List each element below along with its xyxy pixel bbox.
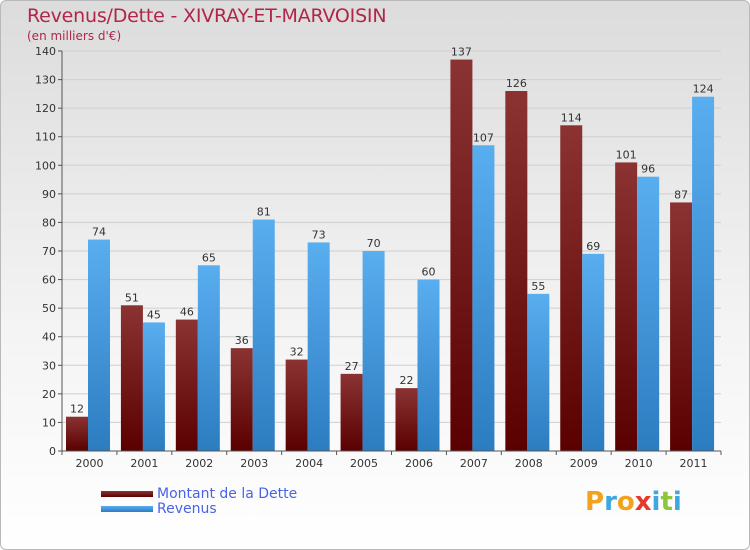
data-label-dette: 36 [235,334,249,347]
x-tick-label: 2009 [570,457,598,470]
data-label-dette: 32 [290,346,304,359]
bar-dette [560,125,583,452]
data-label-dette: 22 [400,374,414,387]
logo-letter: t [660,487,673,517]
y-tick-label: 60 [42,274,56,287]
data-label-revenus: 45 [147,308,161,321]
y-tick-label: 0 [49,445,56,458]
bar-dette [285,359,308,451]
data-label-revenus: 73 [312,228,326,241]
bar-revenus [582,253,605,451]
logo-letter: P [585,487,605,517]
logo-letter: x [634,487,652,517]
proxiti-logo: Proxiti [585,487,682,517]
data-label-revenus: 55 [531,280,545,293]
logo-letter: i [672,487,682,517]
logo-letter: r [604,487,617,517]
x-tick-label: 2008 [515,457,543,470]
data-label-revenus: 107 [473,131,494,144]
bar-revenus [637,176,660,451]
x-tick-label: 2005 [350,457,378,470]
data-label-revenus: 60 [422,266,436,279]
bar-revenus [417,279,440,451]
y-tick-label: 50 [42,302,56,315]
bar-revenus [197,265,220,451]
bar-dette [66,416,88,451]
data-label-dette: 46 [180,306,194,319]
data-label-dette: 114 [561,111,582,124]
y-tick-label: 10 [42,416,56,429]
legend-label-dette: Montant de la Dette [157,486,298,502]
bar-dette [670,202,693,451]
y-tick-label: 140 [35,45,56,58]
data-label-revenus: 81 [257,206,271,219]
y-tick-label: 80 [42,216,56,229]
data-label-dette: 51 [125,291,139,304]
y-tick-label: 30 [42,359,56,372]
bar-revenus [252,219,275,451]
data-label-dette: 137 [451,46,472,59]
y-tick-label: 70 [42,245,56,258]
x-tick-label: 2007 [460,457,488,470]
bar-dette [175,319,198,451]
data-label-revenus: 74 [92,226,106,239]
bar-revenus [142,322,165,451]
legend-swatch-dette [101,491,153,497]
y-tick-label: 20 [42,388,56,401]
x-tick-label: 2002 [185,457,213,470]
chart-title: Revenus/Dette - XIVRAY-ET-MARVOISIN [27,5,387,27]
data-label-revenus: 65 [202,251,216,264]
chart-subtitle: (en milliers d'€) [27,29,122,43]
y-tick-label: 40 [42,331,56,344]
y-tick-label: 130 [35,74,56,87]
logo-letter: o [616,487,635,517]
bar-revenus [307,242,330,451]
y-tick-label: 120 [35,102,56,115]
x-tick-label: 2011 [680,457,708,470]
y-tick-label: 90 [42,188,56,201]
legend-label-revenus: Revenus [157,501,217,517]
data-label-dette: 87 [674,188,688,201]
bar-dette [450,59,473,451]
data-label-dette: 27 [345,360,359,373]
data-label-dette: 101 [616,148,637,161]
bar-dette [395,388,418,451]
data-label-revenus: 69 [586,240,600,253]
legend-swatch-revenus [101,506,153,512]
data-label-dette: 12 [70,403,84,416]
bar-revenus [362,251,385,451]
bar-dette [505,91,528,451]
bar-dette [615,162,638,451]
data-label-revenus: 70 [367,237,381,250]
bar-revenus [692,96,715,451]
logo-letter: i [651,487,661,517]
data-label-revenus: 96 [641,163,655,176]
x-tick-label: 2004 [295,457,323,470]
x-tick-label: 2003 [240,457,268,470]
x-tick-label: 2001 [130,457,158,470]
bar-dette [230,348,253,451]
x-tick-label: 2010 [625,457,653,470]
y-tick-label: 110 [35,131,56,144]
bar-revenus [527,293,550,451]
x-tick-label: 2000 [75,457,103,470]
data-label-dette: 126 [506,77,527,90]
y-tick-label: 100 [35,159,56,172]
x-tick-label: 2006 [405,457,433,470]
bar-dette [340,373,363,451]
bar-revenus [88,239,110,451]
data-label-revenus: 124 [693,83,714,96]
bar-dette [120,305,143,451]
bar-revenus [472,145,495,452]
